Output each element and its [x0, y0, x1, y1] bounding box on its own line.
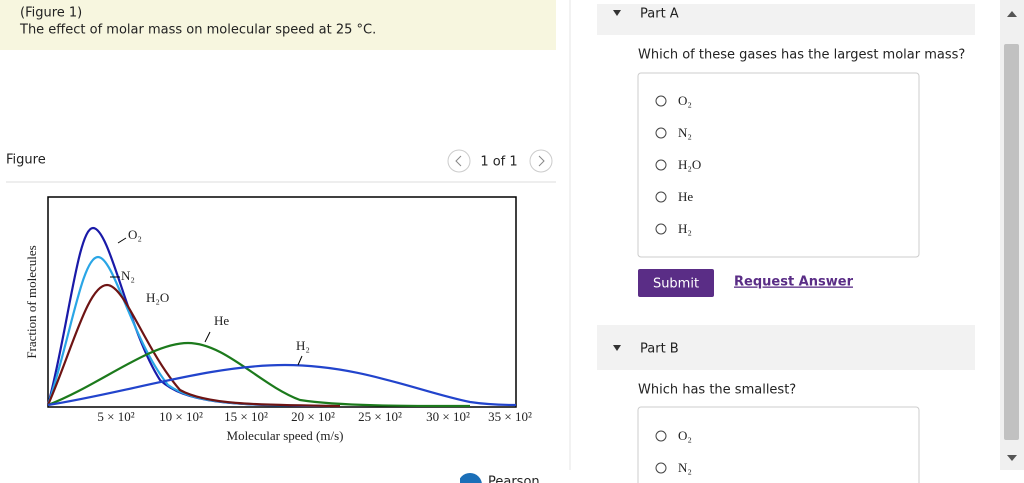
- leader: [204, 331, 211, 343]
- part-title: Part B: [640, 342, 679, 357]
- part-title: Part A: [640, 7, 679, 22]
- radio[interactable]: [655, 462, 667, 474]
- caption-text: The effect of molar mass on molecular sp…: [19, 23, 376, 38]
- toggle-icon: [613, 345, 621, 351]
- leader: [117, 237, 127, 244]
- x-tick-label: 30 × 10²: [426, 409, 470, 424]
- radio[interactable]: [655, 159, 667, 171]
- next-button[interactable]: [529, 149, 553, 173]
- option[interactable]: N₂: [678, 460, 692, 475]
- graph-frame: [47, 196, 517, 408]
- option[interactable]: H₂O: [678, 157, 701, 172]
- leader: [297, 355, 303, 366]
- option[interactable]: O₂: [678, 428, 692, 443]
- curve-label: H₂: [296, 338, 310, 353]
- part-header[interactable]: [597, 325, 975, 370]
- radio[interactable]: [655, 223, 667, 235]
- curve-label: He: [214, 313, 229, 328]
- submit-label: Submit: [653, 277, 699, 292]
- radio[interactable]: [655, 191, 667, 203]
- x-tick-label: 5 × 10²: [97, 409, 134, 424]
- scroll-down[interactable]: [1007, 455, 1017, 461]
- caption-label: (Figure 1): [20, 6, 82, 21]
- radio[interactable]: [655, 430, 667, 442]
- option[interactable]: H₂: [678, 221, 692, 236]
- x-axis-label: Molecular speed (m/s): [227, 428, 344, 443]
- options-box: [637, 72, 920, 258]
- curve-h2o: [46, 283, 341, 408]
- scrollbar-thumb[interactable]: [1004, 44, 1019, 440]
- y-axis-label: Fraction of molecules: [24, 245, 39, 358]
- options-box: [637, 406, 920, 483]
- curve-label: N₂: [121, 268, 135, 283]
- curve-label: H₂O: [146, 290, 169, 305]
- part-header[interactable]: [597, 4, 975, 35]
- next-icon: [538, 155, 545, 167]
- pager: 1 of 1: [480, 155, 517, 170]
- figure-title: Figure: [6, 153, 46, 168]
- brand-logo: [458, 473, 482, 483]
- clip-mask: [0, 470, 460, 483]
- x-tick-label: 10 × 10²: [159, 409, 203, 424]
- caption-box: [0, 0, 556, 50]
- x-tick-label: 35 × 10²: [488, 409, 532, 424]
- brand: Pearson: [488, 475, 540, 483]
- curve-label: O₂: [128, 227, 142, 242]
- curve-h2: [47, 363, 517, 407]
- prev-button[interactable]: [447, 149, 471, 173]
- radio[interactable]: [655, 95, 667, 107]
- scroll-up[interactable]: [1007, 11, 1017, 17]
- curve-he: [47, 341, 471, 408]
- x-tick-label: 20 × 10²: [291, 409, 335, 424]
- option[interactable]: He: [678, 189, 693, 204]
- question: Which of these gases has the largest mol…: [638, 48, 965, 63]
- question: Which has the smallest?: [638, 383, 796, 398]
- x-tick-label: 25 × 10²: [358, 409, 402, 424]
- prev-icon: [455, 155, 462, 167]
- submit-button[interactable]: [638, 269, 714, 297]
- option[interactable]: N₂: [678, 125, 692, 140]
- x-tick-label: 15 × 10²: [224, 409, 268, 424]
- request-answer[interactable]: Request Answer: [734, 275, 854, 290]
- toggle-icon: [613, 10, 621, 16]
- radio[interactable]: [655, 127, 667, 139]
- option[interactable]: O₂: [678, 93, 692, 108]
